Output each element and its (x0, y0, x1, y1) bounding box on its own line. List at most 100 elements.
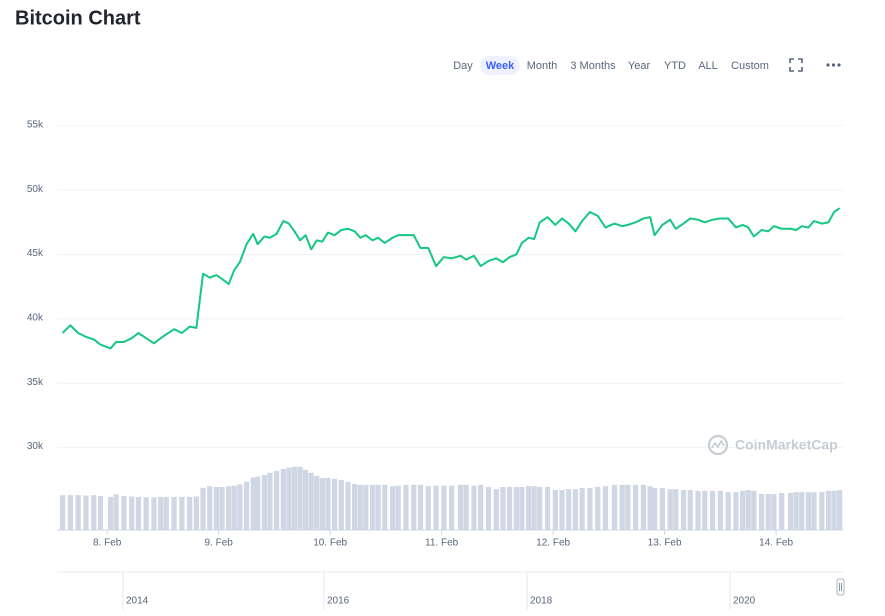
volume-bar (135, 496, 141, 530)
volume-bar (303, 469, 309, 530)
range-button[interactable]: ALL (698, 60, 718, 72)
volume-bar (417, 484, 424, 530)
navigator: 2014 2016 2018 2020 (57, 571, 845, 610)
volume-bar (759, 493, 765, 530)
x-tick-label: 14. Feb (759, 538, 793, 549)
volume-bar (226, 486, 232, 530)
volume-bar (158, 496, 164, 530)
volume-bar (91, 495, 97, 530)
volume-bar (425, 486, 431, 530)
volume-bar (640, 484, 647, 530)
volume-bar (771, 493, 777, 530)
range-button[interactable]: Week (486, 60, 515, 72)
navigator-year: 2020 (733, 596, 756, 607)
volume-bar (507, 487, 513, 530)
volume-bar (702, 490, 708, 530)
volume-bar (831, 490, 837, 530)
x-tick-label: 12. Feb (536, 538, 570, 549)
x-tick-label: 9. Feb (204, 538, 233, 549)
volume-bar (544, 487, 551, 530)
volume-bar (308, 472, 314, 530)
range-buttons: Day Week Month 3 Months Year YTD ALL Custom (453, 56, 769, 75)
volume-bar (709, 490, 716, 530)
volume-bar (261, 474, 267, 530)
navigator-handle[interactable] (836, 578, 845, 596)
volume-bar (193, 496, 199, 530)
volume-bar (485, 487, 492, 530)
volume-bar (559, 490, 565, 530)
volume-bar (107, 496, 114, 530)
volume-bar (595, 487, 601, 530)
volume-bar (363, 484, 369, 530)
range-button[interactable]: Custom (731, 60, 769, 72)
volume-bar (67, 495, 73, 530)
volume-bar (325, 477, 331, 530)
volume-bar (572, 489, 579, 530)
volume-bar (187, 496, 193, 530)
range-button[interactable]: Month (527, 60, 558, 72)
more-menu[interactable] (826, 63, 841, 67)
volume-bar (375, 484, 381, 530)
volume-bar (740, 490, 746, 530)
volume-bar (680, 490, 687, 530)
volume-bar (243, 481, 250, 530)
volume-bar (332, 478, 338, 530)
volume-bar (788, 493, 794, 530)
range-button[interactable]: Day (453, 60, 473, 72)
volume-bar (733, 492, 739, 530)
volume-bar (250, 477, 256, 530)
volume-bar (75, 495, 81, 530)
volume-bar (825, 490, 832, 530)
volume-bar (352, 483, 358, 530)
y-tick-label: 50k (27, 184, 44, 195)
volume-bar (659, 487, 665, 530)
volume-bar (207, 486, 213, 530)
watermark: CoinMarketCap (707, 434, 838, 456)
volume-bar (625, 484, 631, 530)
range-button[interactable]: 3 Months (570, 60, 616, 72)
volume-bar (745, 490, 751, 530)
volume-bar (526, 486, 532, 530)
price-line (61, 207, 841, 350)
volume-bar (345, 481, 351, 530)
volume-bar (611, 484, 618, 530)
volume-bar (793, 492, 799, 530)
volume-bar (493, 489, 499, 530)
navigator-year: 2014 (126, 596, 149, 607)
volume-bar (531, 486, 537, 530)
volume-bars (59, 466, 843, 530)
volume-bar (143, 497, 149, 530)
volume-bar (314, 475, 320, 530)
volume-bar (513, 487, 519, 530)
volume-bar (602, 486, 609, 530)
range-button[interactable]: YTD (664, 60, 686, 72)
range-button-bg[interactable] (480, 56, 520, 75)
x-tick-label: 10. Feb (313, 538, 347, 549)
range-button[interactable]: Year (628, 60, 651, 72)
y-tick-label: 30k (27, 441, 44, 452)
volume-bar (395, 485, 401, 530)
volume-bar (819, 492, 825, 530)
volume-bar (255, 476, 261, 530)
volume-bar (579, 487, 585, 530)
fullscreen-icon[interactable] (789, 58, 803, 72)
volume-bar (811, 492, 817, 530)
volume-bar (369, 484, 376, 530)
volume-bar (286, 467, 292, 530)
volume-bar (231, 485, 237, 530)
x-axis: 8. Feb 9. Feb 10. Feb 11. Feb 12. Feb 13. Feb… (93, 530, 793, 549)
volume-bar (297, 466, 303, 530)
price-line-path (61, 207, 841, 350)
volume-bar (357, 484, 363, 530)
volume-bar (500, 487, 506, 530)
volume-bar (647, 486, 653, 530)
volume-bar (837, 490, 843, 530)
volume-bar (291, 466, 298, 530)
volume-bar (667, 489, 673, 530)
volume-bar (587, 487, 593, 530)
volume-bar (179, 496, 185, 530)
volume-bar (267, 472, 273, 530)
grid: 30k 35k 40k 45k 50k 55k (27, 119, 843, 452)
volume-bar (59, 495, 66, 530)
volume-bar (411, 484, 417, 530)
